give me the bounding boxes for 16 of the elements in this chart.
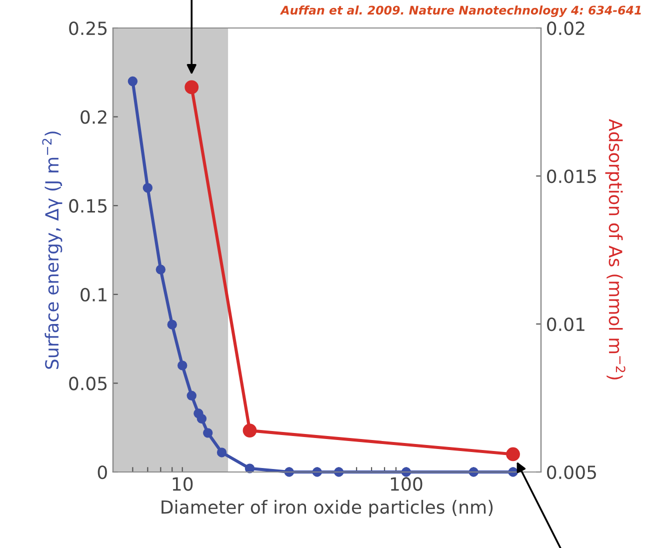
y-tick-label: 0 — [98, 465, 107, 480]
y-tick-label: 0.2 — [80, 110, 106, 124]
y2-axis-title: Adsorption of As (mmol m$^{−2}$) — [605, 119, 626, 380]
y-tick-label: 0.15 — [69, 199, 107, 213]
x-tick-label: 10 — [172, 477, 193, 491]
y2-tick-label: 0.015 — [547, 169, 596, 184]
y-tick-label: 0.25 — [69, 21, 107, 36]
y-tick-label: 0.1 — [80, 288, 106, 302]
y-tick-label: 0.05 — [69, 376, 107, 390]
x-tick-label: 100 — [390, 477, 422, 491]
y-axis-title: Surface energy, Δγ (J m$^{−2}$) — [42, 132, 62, 369]
x-axis-title: Diameter of iron oxide particles (nm) — [162, 500, 493, 518]
y2-tick-label: 0.005 — [547, 465, 596, 480]
y2-tick-label: 0.02 — [547, 21, 584, 36]
y2-tick-label: 0.01 — [547, 317, 584, 332]
text: Auffan et al. 2009. Nature Nanotechnology 4: 634-641 — [280, 5, 641, 17]
